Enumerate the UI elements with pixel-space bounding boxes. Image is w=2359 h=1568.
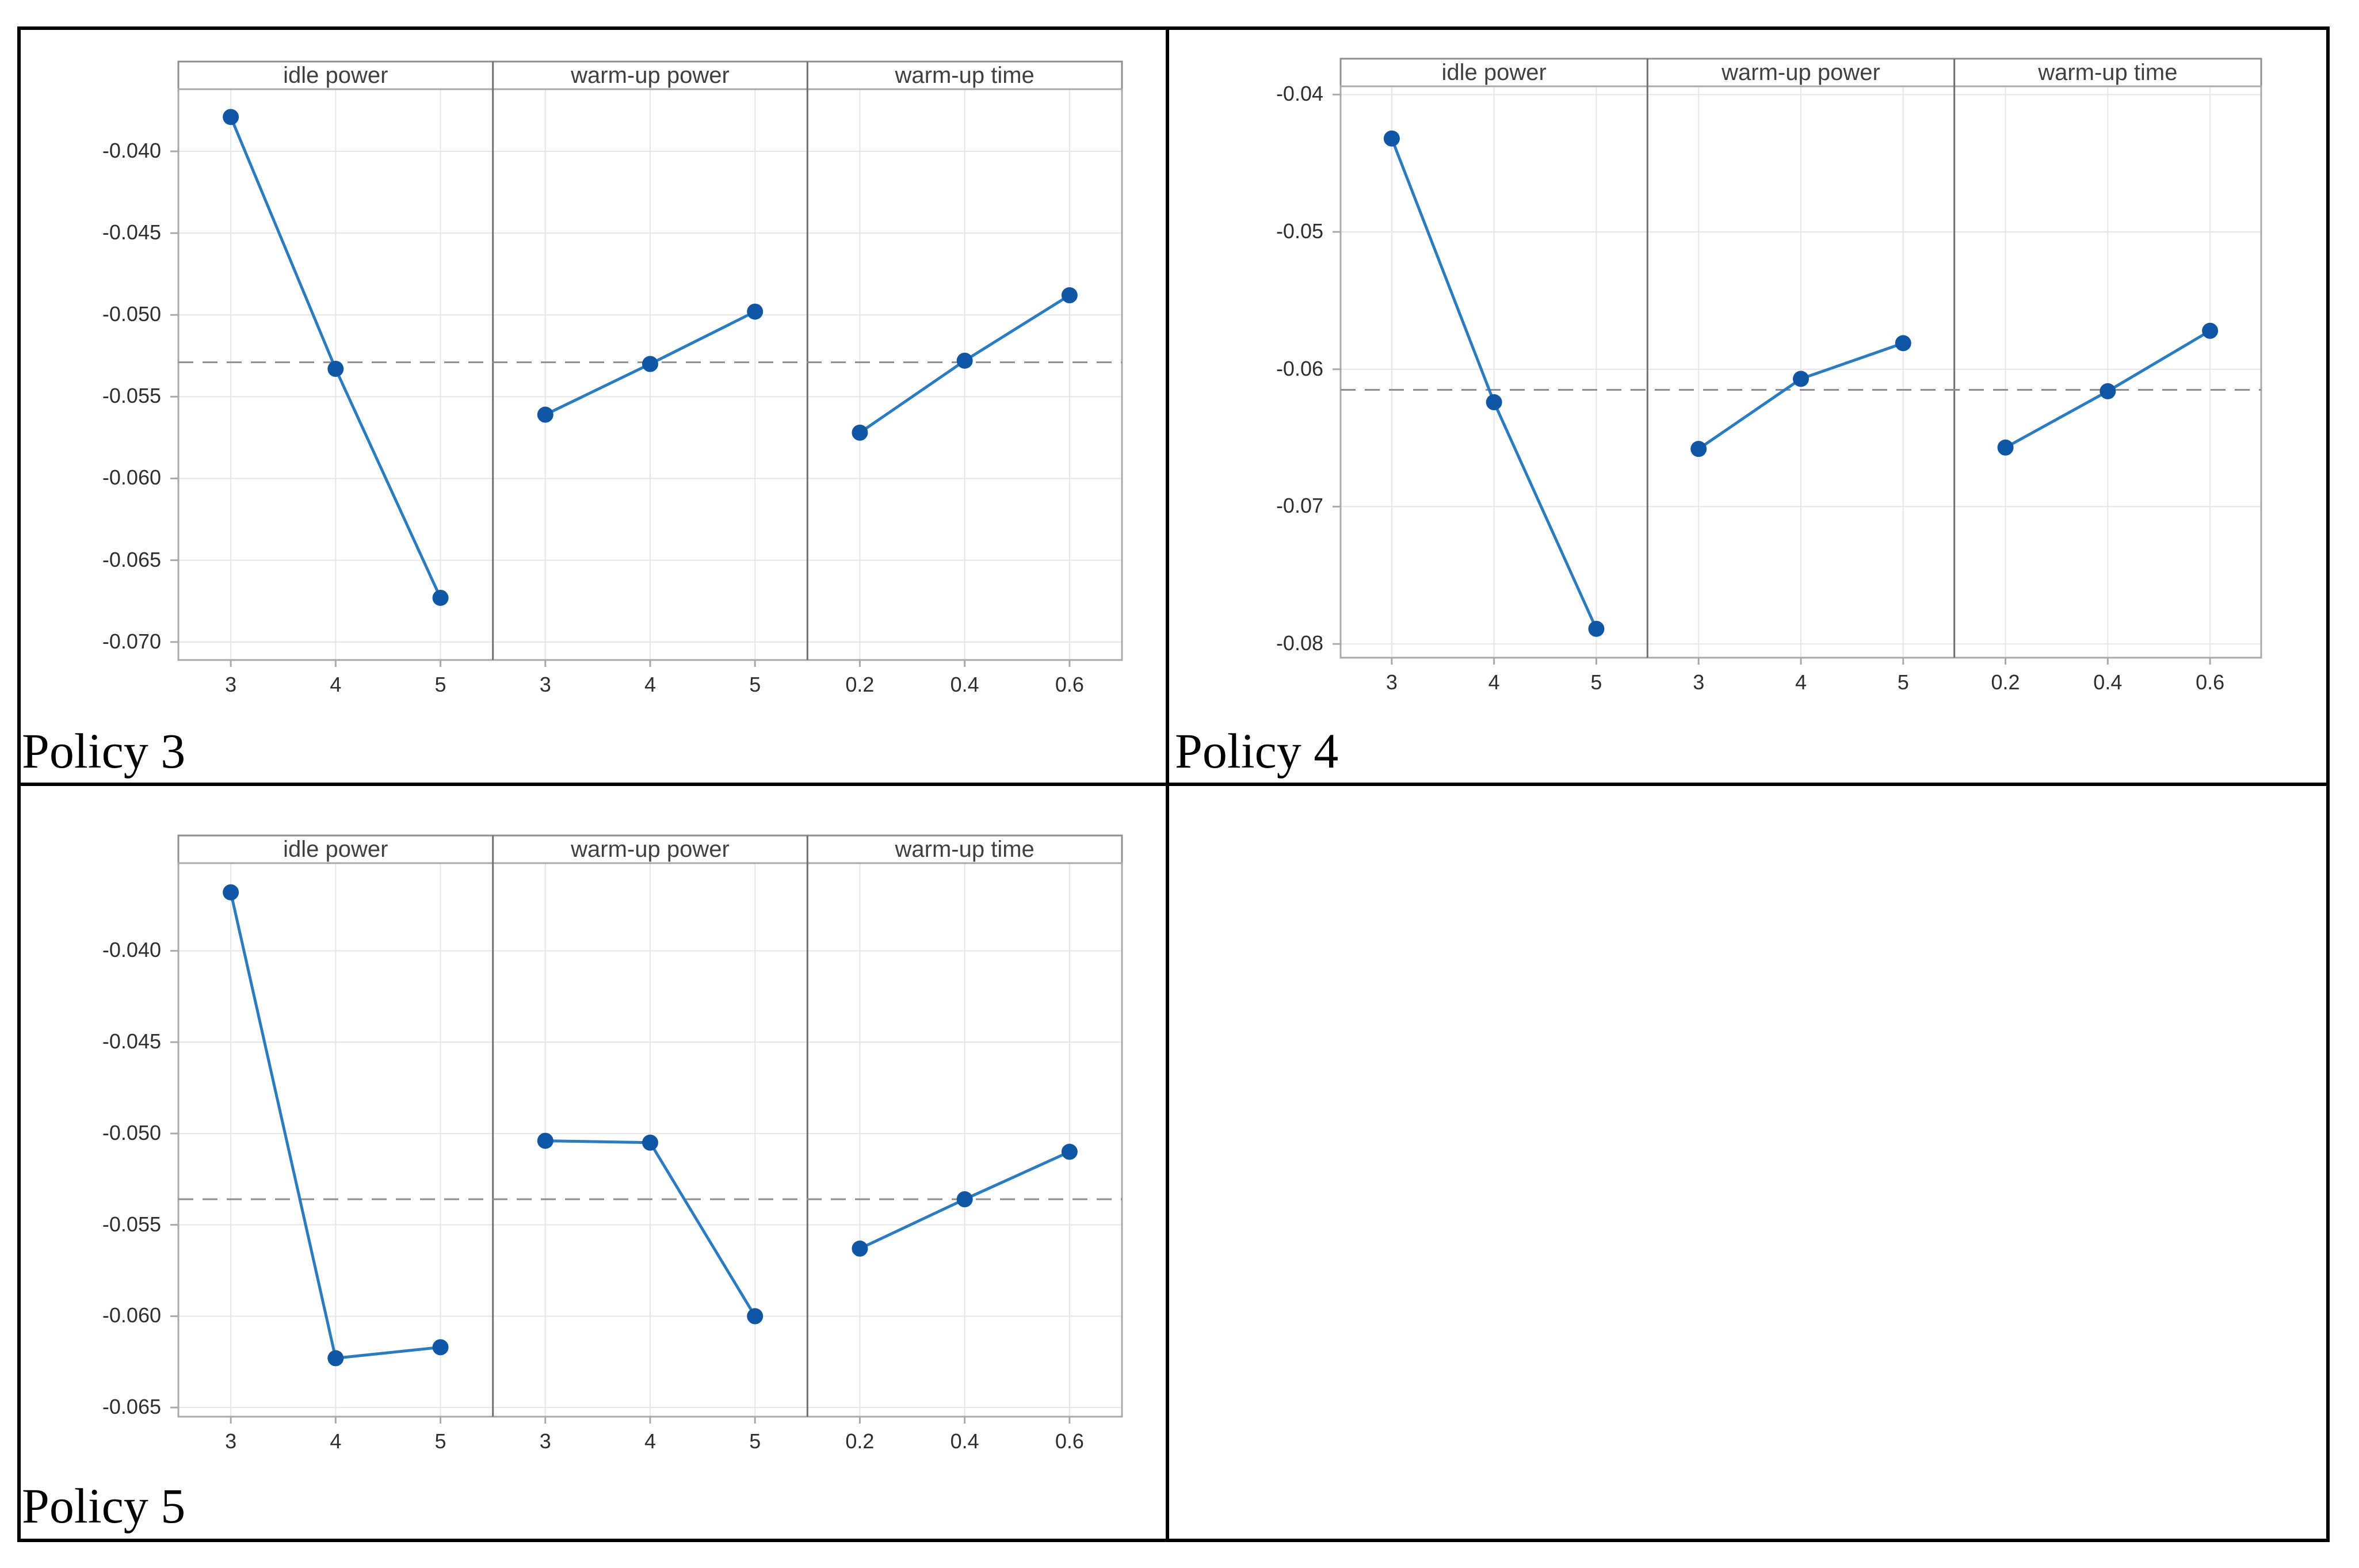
x-tick-label: 0.6 — [1055, 1429, 1084, 1453]
y-tick-label: -0.06 — [1276, 356, 1323, 380]
x-tick-label: 0.4 — [950, 673, 979, 696]
policy-4-label: Policy 4 — [1175, 723, 1339, 779]
x-tick-label: 0.2 — [1991, 670, 2020, 694]
data-point — [956, 1191, 973, 1208]
data-point — [432, 1339, 449, 1356]
data-point — [537, 1132, 554, 1149]
data-point — [327, 1350, 344, 1367]
y-tick-label: -0.08 — [1276, 631, 1323, 655]
data-point — [1997, 439, 2014, 456]
x-tick-label: 4 — [1795, 670, 1807, 694]
panel-header-warm-up-time: warm-up time — [895, 62, 1035, 88]
panel-header-warm-up-time: warm-up time — [895, 836, 1035, 862]
data-point — [2202, 322, 2219, 339]
data-point — [956, 352, 973, 369]
y-tick-label: -0.050 — [102, 1120, 161, 1144]
x-tick-label: 4 — [644, 1429, 656, 1453]
main-effects-plot-policy-3 — [170, 60, 1123, 667]
y-tick-label: -0.050 — [102, 302, 161, 326]
y-tick-label: -0.05 — [1276, 219, 1323, 243]
data-point — [537, 406, 554, 423]
panel-header-warm-up-time: warm-up time — [2038, 59, 2178, 85]
main-effects-plot-policy-5 — [170, 834, 1123, 1424]
panel-header-band — [177, 834, 1123, 864]
y-tick-label: -0.040 — [102, 938, 161, 962]
x-tick-label: 3 — [225, 1429, 237, 1453]
data-point — [1061, 287, 1078, 304]
data-point — [852, 1240, 868, 1257]
x-tick-label: 0.4 — [950, 1429, 979, 1453]
x-tick-label: 5 — [749, 673, 761, 696]
x-tick-label: 0.2 — [845, 673, 875, 696]
x-tick-label: 0.6 — [2196, 670, 2225, 694]
panel-header-warm-up-power: warm-up power — [1721, 59, 1880, 85]
panel-header-idle-power: idle power — [283, 836, 388, 862]
data-point — [747, 303, 764, 320]
x-tick-label: 3 — [1385, 670, 1398, 694]
panel-header-warm-up-power: warm-up power — [571, 836, 730, 862]
plot-border — [177, 862, 1123, 1418]
x-tick-label: 5 — [749, 1429, 761, 1453]
data-point — [2100, 383, 2116, 399]
data-point — [1690, 441, 1707, 457]
data-point — [223, 109, 239, 125]
x-tick-label: 3 — [225, 673, 237, 696]
y-tick-label: -0.060 — [102, 1303, 161, 1327]
y-tick-label: -0.070 — [102, 629, 161, 653]
data-point — [642, 1134, 658, 1151]
x-tick-label: 0.6 — [1055, 673, 1084, 696]
x-tick-label: 0.2 — [845, 1429, 875, 1453]
data-point — [1383, 130, 1400, 147]
y-tick-label: -0.065 — [102, 547, 161, 571]
x-tick-label: 4 — [1488, 670, 1500, 694]
data-point — [432, 589, 449, 606]
x-tick-label: 3 — [539, 673, 551, 696]
y-tick-label: -0.07 — [1276, 494, 1323, 518]
data-point — [223, 884, 239, 901]
x-tick-label: 3 — [1693, 670, 1705, 694]
panel-header-warm-up-power: warm-up power — [571, 62, 730, 88]
panel-header-idle-power: idle power — [1441, 59, 1547, 85]
table-horizontal-divider — [17, 783, 2330, 786]
plot-border — [1339, 85, 2262, 659]
policy-3-label: Policy 3 — [22, 723, 186, 779]
y-tick-label: -0.045 — [102, 220, 161, 245]
x-tick-label: 4 — [330, 673, 342, 696]
data-point — [852, 424, 868, 441]
main-effects-plot-policy-4 — [1333, 58, 2262, 665]
y-tick-label: -0.060 — [102, 466, 161, 490]
x-tick-label: 3 — [539, 1429, 551, 1453]
x-tick-label: 5 — [1897, 670, 1909, 694]
data-point — [747, 1308, 764, 1325]
x-tick-label: 5 — [434, 1429, 446, 1453]
data-point — [642, 356, 658, 372]
data-point — [1793, 371, 1809, 387]
panel-header-band — [177, 60, 1123, 90]
data-point — [1895, 335, 1911, 352]
y-tick-label: -0.04 — [1276, 82, 1323, 106]
panel-header-idle-power: idle power — [283, 62, 388, 88]
data-point — [1486, 394, 1502, 411]
x-tick-label: 0.4 — [2093, 670, 2123, 694]
policy-5-label: Policy 5 — [22, 1478, 186, 1533]
data-point — [327, 361, 344, 377]
y-tick-label: -0.045 — [102, 1029, 161, 1054]
panel-header-band — [1339, 58, 2262, 87]
y-tick-label: -0.055 — [102, 384, 161, 408]
y-tick-label: -0.065 — [102, 1395, 161, 1419]
x-tick-label: 5 — [434, 673, 446, 696]
x-tick-label: 4 — [330, 1429, 342, 1453]
y-tick-label: -0.055 — [102, 1212, 161, 1236]
x-tick-label: 4 — [644, 673, 656, 696]
plot-border — [177, 88, 1123, 661]
x-tick-label: 5 — [1590, 670, 1602, 694]
data-point — [1061, 1143, 1078, 1160]
y-tick-label: -0.040 — [102, 139, 161, 162]
data-point — [1588, 620, 1605, 637]
